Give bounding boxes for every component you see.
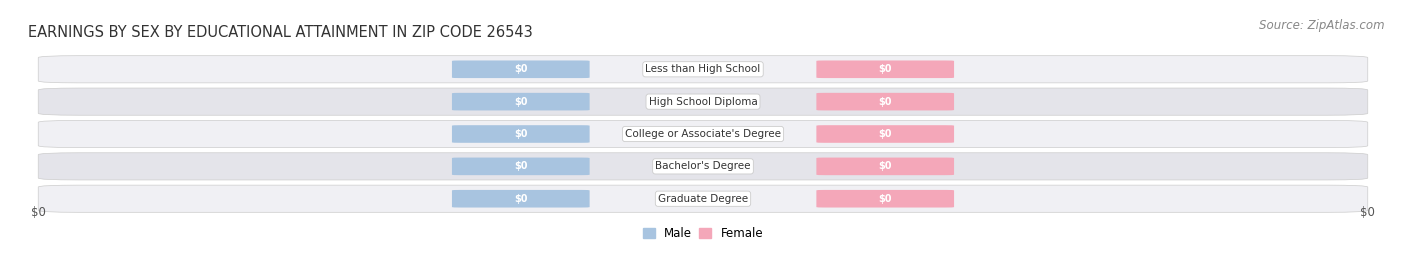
Text: Less than High School: Less than High School bbox=[645, 64, 761, 74]
Text: $0: $0 bbox=[1360, 206, 1375, 219]
FancyBboxPatch shape bbox=[817, 125, 955, 143]
FancyBboxPatch shape bbox=[817, 93, 955, 110]
FancyBboxPatch shape bbox=[38, 56, 1368, 83]
FancyBboxPatch shape bbox=[451, 125, 589, 143]
FancyBboxPatch shape bbox=[817, 158, 955, 175]
FancyBboxPatch shape bbox=[451, 93, 589, 110]
Text: Bachelor's Degree: Bachelor's Degree bbox=[655, 161, 751, 171]
Text: College or Associate's Degree: College or Associate's Degree bbox=[626, 129, 780, 139]
Text: $0: $0 bbox=[879, 129, 891, 139]
Text: Graduate Degree: Graduate Degree bbox=[658, 194, 748, 204]
FancyBboxPatch shape bbox=[451, 61, 589, 78]
FancyBboxPatch shape bbox=[38, 153, 1368, 180]
Text: $0: $0 bbox=[515, 97, 527, 107]
FancyBboxPatch shape bbox=[817, 190, 955, 207]
Text: $0: $0 bbox=[515, 129, 527, 139]
Legend: Male, Female: Male, Female bbox=[638, 222, 768, 245]
FancyBboxPatch shape bbox=[38, 185, 1368, 212]
FancyBboxPatch shape bbox=[451, 158, 589, 175]
Text: $0: $0 bbox=[31, 206, 46, 219]
Text: $0: $0 bbox=[879, 194, 891, 204]
FancyBboxPatch shape bbox=[38, 120, 1368, 148]
Text: $0: $0 bbox=[879, 64, 891, 74]
Text: $0: $0 bbox=[515, 161, 527, 171]
Text: $0: $0 bbox=[879, 97, 891, 107]
Text: Source: ZipAtlas.com: Source: ZipAtlas.com bbox=[1260, 19, 1385, 32]
FancyBboxPatch shape bbox=[451, 190, 589, 207]
FancyBboxPatch shape bbox=[817, 61, 955, 78]
Text: High School Diploma: High School Diploma bbox=[648, 97, 758, 107]
Text: $0: $0 bbox=[879, 161, 891, 171]
FancyBboxPatch shape bbox=[38, 88, 1368, 115]
Text: $0: $0 bbox=[515, 194, 527, 204]
Text: EARNINGS BY SEX BY EDUCATIONAL ATTAINMENT IN ZIP CODE 26543: EARNINGS BY SEX BY EDUCATIONAL ATTAINMEN… bbox=[28, 25, 533, 40]
Text: $0: $0 bbox=[515, 64, 527, 74]
